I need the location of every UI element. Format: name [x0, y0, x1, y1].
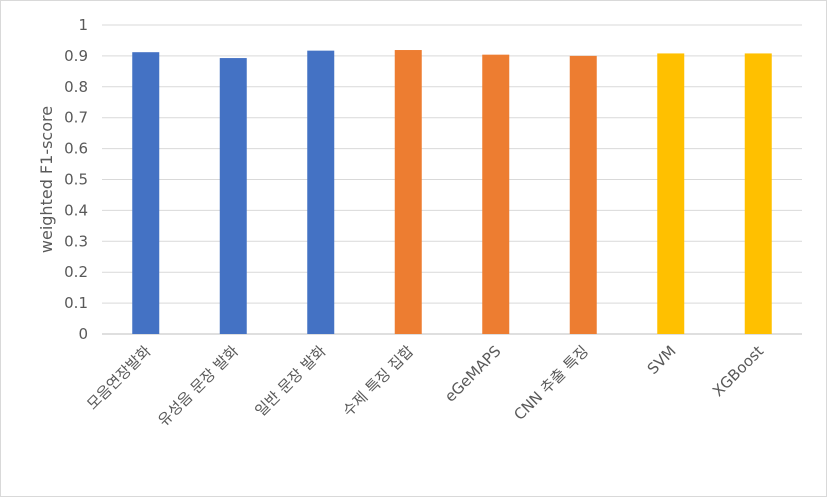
bar	[657, 53, 685, 334]
y-tick-label: 0.9	[64, 47, 88, 65]
y-tick-label: 0.2	[64, 263, 88, 281]
y-tick-label: 0.1	[64, 294, 88, 312]
y-tick-label: 0	[78, 325, 88, 343]
x-tick-label: 일반 문장 발화	[252, 342, 330, 420]
y-axis-ticks: 0 0.1 0.2 0.3 0.4 0.5 0.6 0.7 0.8 0.9 1	[64, 16, 88, 343]
y-tick-label: 0.3	[64, 232, 88, 250]
y-tick-label: 0.5	[64, 171, 88, 189]
x-axis-ticks: 모음연장발화 유성음 문장 발화 일반 문장 발화 수제 특징 집합 eGeMAPS CN…	[83, 342, 767, 430]
bar	[744, 53, 772, 334]
gridlines	[102, 24, 802, 335]
y-tick-label: 0.7	[64, 109, 88, 127]
bars	[132, 50, 772, 335]
bar	[394, 50, 422, 335]
bar	[482, 54, 510, 334]
y-tick-label: 0.6	[64, 140, 88, 158]
x-tick-label: eGeMAPS	[441, 342, 505, 406]
y-tick-label: 1	[78, 16, 88, 34]
bar	[132, 52, 160, 334]
x-tick-label: 유성음 문장 발화	[154, 342, 242, 430]
bar	[307, 50, 335, 334]
x-tick-label: SVM	[644, 342, 680, 378]
x-tick-label: CNN 추출 특징	[510, 342, 592, 424]
bar	[569, 55, 597, 335]
y-axis-title: weighted F1-score	[37, 106, 56, 253]
bar	[219, 58, 247, 335]
x-tick-label: 수제 특징 집합	[339, 342, 417, 420]
x-tick-label: XGBoost	[709, 342, 767, 400]
y-tick-label: 0.8	[64, 78, 88, 96]
x-tick-label: 모음연장발화	[83, 342, 154, 413]
y-tick-label: 0.4	[64, 201, 88, 219]
